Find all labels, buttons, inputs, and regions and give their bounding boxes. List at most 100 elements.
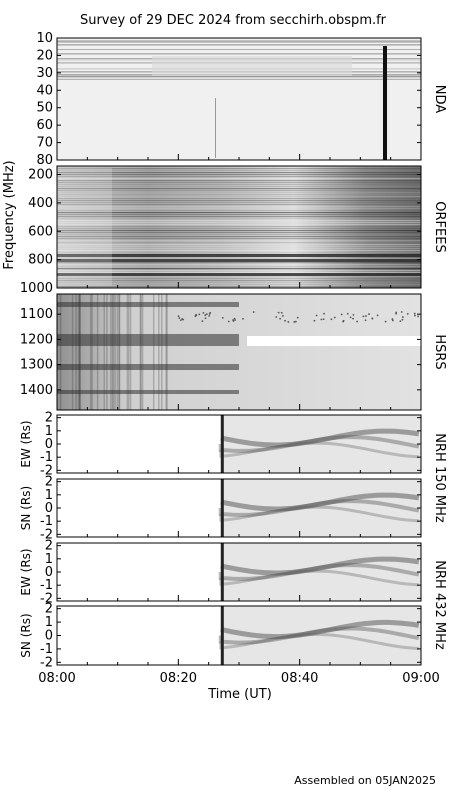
- hsrs-speckle: [414, 314, 416, 317]
- orfees-dark-band: [57, 254, 421, 257]
- hsrs-speckle: [395, 312, 397, 315]
- orfees-band: [57, 276, 421, 278]
- y-tick-label: 400: [28, 196, 53, 211]
- hsrs-speckle: [391, 318, 394, 320]
- hsrs-streak: [78, 294, 81, 410]
- hsrs-speckle: [277, 311, 280, 314]
- orfees-band: [57, 216, 421, 218]
- orfees-band: [57, 194, 421, 196]
- hsrs-speckle: [384, 320, 387, 323]
- y-tick-label: 0: [45, 501, 53, 516]
- orfees-band: [57, 214, 421, 216]
- hsrs-streak: [139, 294, 142, 410]
- orfees-band: [57, 230, 421, 232]
- hsrs-speckle: [376, 314, 379, 317]
- hsrs-speckle: [204, 314, 207, 316]
- chart-title: Survey of 29 DEC 2024 from secchirh.obsp…: [80, 13, 387, 28]
- nrh-brightness-track: [220, 492, 420, 512]
- hsrs-streak: [111, 294, 114, 410]
- hsrs-speckle: [352, 317, 355, 320]
- hsrs-speckle: [281, 315, 284, 317]
- hsrs-streak: [127, 294, 130, 410]
- orfees-dark-band: [57, 273, 421, 276]
- hsrs-dark-band: [57, 364, 239, 370]
- y-tick-label: 30: [36, 66, 53, 81]
- hsrs-speckle: [198, 313, 201, 316]
- hsrs-speckle: [362, 315, 365, 318]
- hsrs-speckle: [365, 315, 367, 317]
- nrh-start-edge: [220, 415, 224, 473]
- hsrs-streak: [140, 294, 142, 410]
- orfees-band: [57, 232, 421, 234]
- y-tick-label: -2: [40, 591, 53, 606]
- orfees-band: [57, 220, 421, 222]
- nrh-brightness-track: [219, 569, 419, 587]
- orfees-band: [57, 218, 421, 220]
- hsrs-speckle: [320, 318, 323, 321]
- hsrs-speckle: [275, 316, 278, 318]
- hsrs-speckle: [349, 316, 352, 319]
- orfees-band: [57, 212, 421, 214]
- hsrs-speckle: [330, 318, 333, 321]
- hsrs-streak: [79, 294, 81, 410]
- hsrs-speckle: [342, 319, 345, 322]
- y-tick-label: 1: [45, 424, 53, 439]
- hsrs-streak: [89, 294, 92, 410]
- hsrs-speckle: [356, 320, 358, 323]
- nda-band: [57, 49, 421, 50]
- orfees-band: [57, 182, 421, 184]
- y-tick-label: 800: [28, 253, 53, 268]
- hsrs-speckle: [401, 316, 404, 318]
- nrh-brightness-track: [220, 428, 420, 448]
- hsrs-speckle: [242, 317, 244, 320]
- hsrs-speckle: [232, 320, 235, 322]
- hsrs-speckle: [296, 316, 299, 319]
- panel-ylabel-nrh150sn: SN (Rs): [19, 486, 33, 530]
- hsrs-streak: [75, 294, 77, 410]
- hsrs-streak: [110, 294, 112, 410]
- hsrs-speckle: [227, 320, 230, 323]
- hsrs-speckle: [181, 318, 184, 320]
- nrh-brightness-track: [218, 563, 420, 581]
- hsrs-speckle: [294, 320, 297, 323]
- hsrs-speckle: [293, 321, 296, 323]
- hsrs-speckle: [400, 311, 403, 313]
- hsrs-speckle: [368, 313, 370, 315]
- hsrs-speckle: [406, 313, 409, 315]
- orfees-light-strip: [57, 168, 112, 286]
- orfees-band: [57, 278, 421, 280]
- y-tick-label: 600: [28, 224, 53, 239]
- nrh-432-group-label: NRH 432 MHz: [432, 560, 447, 650]
- hsrs-speckle: [413, 312, 416, 315]
- y-tick-label: 20: [36, 48, 53, 63]
- nrh-brightness-track: [220, 619, 420, 640]
- nda-band: [57, 77, 421, 79]
- hsrs-streak: [165, 294, 167, 410]
- hsrs-streak: [103, 294, 106, 410]
- orfees-band: [57, 206, 421, 208]
- orfees-dark-band: [57, 259, 421, 262]
- orfees-spectrum: [57, 166, 421, 288]
- panel-label-orfees: ORFEES: [432, 201, 447, 252]
- hsrs-speckle: [205, 313, 208, 316]
- hsrs-speckle: [346, 312, 349, 315]
- hsrs-speckle: [322, 318, 325, 321]
- hsrs-dark-band: [57, 302, 239, 307]
- hsrs-streak: [118, 294, 120, 410]
- orfees-band: [57, 226, 421, 228]
- hsrs-speckle: [204, 317, 207, 320]
- orfees-band: [57, 190, 421, 192]
- hsrs-speckle: [401, 318, 404, 321]
- y-tick-label: -1: [40, 578, 53, 593]
- hsrs-streak: [161, 294, 163, 410]
- y-tick-label: 2: [45, 539, 53, 554]
- orfees-band: [57, 246, 421, 248]
- orfees-band: [57, 238, 421, 240]
- hsrs-speckle: [284, 319, 286, 322]
- hsrs-speckle: [252, 311, 255, 313]
- y-tick-label: 2: [45, 475, 53, 490]
- hsrs-streak: [129, 294, 132, 410]
- hsrs-speckle: [399, 320, 402, 323]
- hsrs-streak: [91, 294, 93, 410]
- y-tick-label: 1: [45, 615, 53, 630]
